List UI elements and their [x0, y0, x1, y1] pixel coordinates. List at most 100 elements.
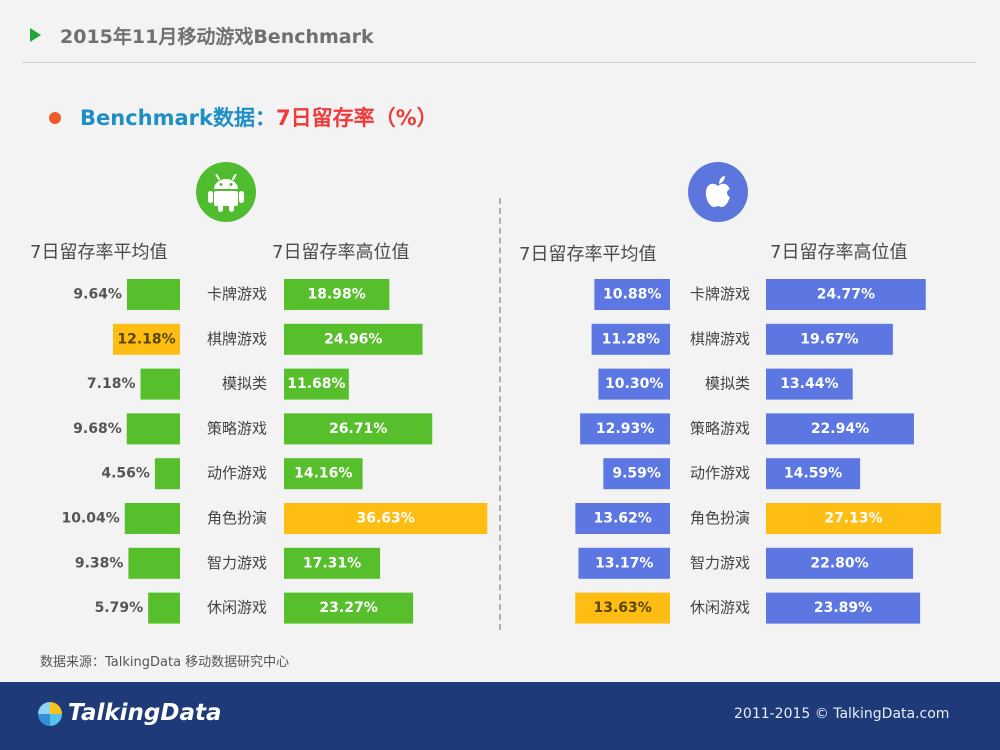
ios-high-label: 23.89% [814, 600, 872, 616]
footer-bar [0, 682, 1000, 750]
android-category-label: 智力游戏 [207, 554, 267, 572]
android-avg-bar [126, 279, 180, 310]
ios-category-label: 棋牌游戏 [690, 330, 750, 348]
apple-icon [688, 162, 748, 222]
ios-avg-bar [603, 458, 670, 490]
subheading-highlight: 7日留存率（%） [275, 106, 438, 130]
android-high-label: 23.27% [319, 600, 377, 616]
ios-category-label: 卡牌游戏 [690, 285, 750, 303]
panel-divider [499, 198, 501, 630]
subheading: Benchmark数据：7日留存率（%） [80, 102, 438, 132]
ios-avg-bar [598, 368, 670, 400]
ios-avg-bar [580, 413, 670, 445]
android-high-heading: 7日留存率高位值 [272, 242, 410, 263]
ios-avg-label: 12.93% [596, 421, 654, 437]
ios-category-label: 休闲游戏 [690, 599, 750, 617]
ios-high-label: 27.13% [824, 511, 882, 527]
android-avg-bar [154, 458, 180, 490]
ios-category-label: 动作游戏 [690, 464, 750, 482]
ios-high-label: 13.44% [780, 376, 838, 392]
android-high-bar [284, 413, 433, 445]
android-high-label: 36.63% [356, 511, 414, 527]
ios-avg-label: 9.59% [612, 466, 661, 482]
android-high-label: 24.96% [324, 331, 382, 347]
ios-high-bar [766, 592, 921, 624]
android-avg-label: 7.18% [87, 376, 136, 392]
copyright-text: 2011-2015 © TalkingData.com [734, 706, 950, 722]
android-avg-label: 5.79% [95, 600, 144, 616]
android-high-bar [284, 547, 381, 579]
android-high-bar [284, 458, 363, 490]
ios-high-bar [766, 547, 914, 579]
android-category-label: 模拟类 [222, 375, 267, 393]
android-category-label: 休闲游戏 [207, 599, 267, 617]
title-triangle-icon [30, 28, 41, 42]
android-high-label: 17.31% [303, 555, 361, 571]
source-note: 数据来源：TalkingData 移动数据研究中心 [40, 655, 290, 670]
android-high-bar [284, 503, 488, 534]
android-avg-heading: 7日留存率平均值 [30, 242, 168, 263]
android-high-label: 26.71% [329, 421, 387, 437]
android-category-label: 棋牌游戏 [207, 330, 267, 348]
ios-avg-label: 10.88% [603, 287, 661, 303]
android-avg-label: 9.68% [73, 421, 122, 437]
android-high-label: 18.98% [308, 287, 366, 303]
ios-high-bar [766, 323, 893, 355]
ios-category-label: 策略游戏 [690, 419, 750, 437]
android-avg-bar [148, 592, 180, 624]
ios-category-label: 智力游戏 [690, 554, 750, 572]
android-high-bar [284, 279, 390, 310]
android-high-bar [284, 368, 349, 400]
ios-avg-label: 11.28% [602, 331, 660, 347]
ios-avg-bar [594, 279, 670, 310]
android-category-label: 角色扮演 [207, 509, 267, 527]
ios-avg-bar [591, 323, 670, 355]
ios-avg-label: 13.62% [594, 511, 652, 527]
android-avg-bar [128, 547, 180, 579]
android-avg-bar [124, 503, 180, 534]
ios-high-bar [766, 368, 853, 400]
ios-high-bar [766, 413, 914, 445]
ios-high-bar [766, 458, 861, 490]
ios-category-label: 角色扮演 [690, 509, 750, 527]
ios-category-label: 模拟类 [705, 375, 750, 393]
android-avg-label: 9.64% [73, 287, 122, 303]
android-high-bar [284, 592, 414, 624]
android-avg-label: 4.56% [101, 466, 150, 482]
android-high-label: 14.16% [294, 466, 352, 482]
ios-avg-label: 13.17% [595, 555, 653, 571]
ios-high-label: 22.80% [810, 555, 868, 571]
android-avg-bar [113, 323, 180, 355]
ios-avg-label: 13.63% [593, 600, 651, 616]
title-divider [22, 62, 976, 63]
android-icon [196, 162, 256, 222]
brand-name: TalkingData [68, 700, 222, 726]
talkingdata-logo-icon [36, 700, 64, 732]
subheading-prefix: Benchmark数据： [80, 106, 276, 130]
android-category-label: 卡牌游戏 [207, 285, 267, 303]
ios-high-bar [766, 279, 926, 310]
ios-avg-bar [578, 547, 670, 579]
ios-high-heading: 7日留存率高位值 [770, 242, 908, 263]
ios-high-bar [766, 503, 941, 534]
ios-high-label: 19.67% [800, 331, 858, 347]
ios-avg-heading: 7日留存率平均值 [519, 244, 657, 265]
ios-avg-bar [575, 592, 670, 624]
ios-high-label: 24.77% [817, 287, 875, 303]
android-avg-label: 9.38% [75, 555, 124, 571]
ios-avg-label: 10.30% [605, 376, 663, 392]
android-category-label: 策略游戏 [207, 419, 267, 437]
android-high-bar [284, 323, 423, 355]
bullet-dot-icon [49, 112, 61, 124]
android-avg-bar [126, 413, 180, 445]
page-title: 2015年11月移动游戏Benchmark [60, 26, 374, 48]
android-high-label: 11.68% [287, 376, 345, 392]
android-category-label: 动作游戏 [207, 464, 267, 482]
ios-high-label: 14.59% [784, 466, 842, 482]
ios-high-label: 22.94% [811, 421, 869, 437]
android-avg-label: 12.18% [117, 331, 175, 347]
ios-avg-bar [575, 503, 670, 534]
android-avg-label: 10.04% [61, 511, 119, 527]
android-avg-bar [140, 368, 180, 400]
